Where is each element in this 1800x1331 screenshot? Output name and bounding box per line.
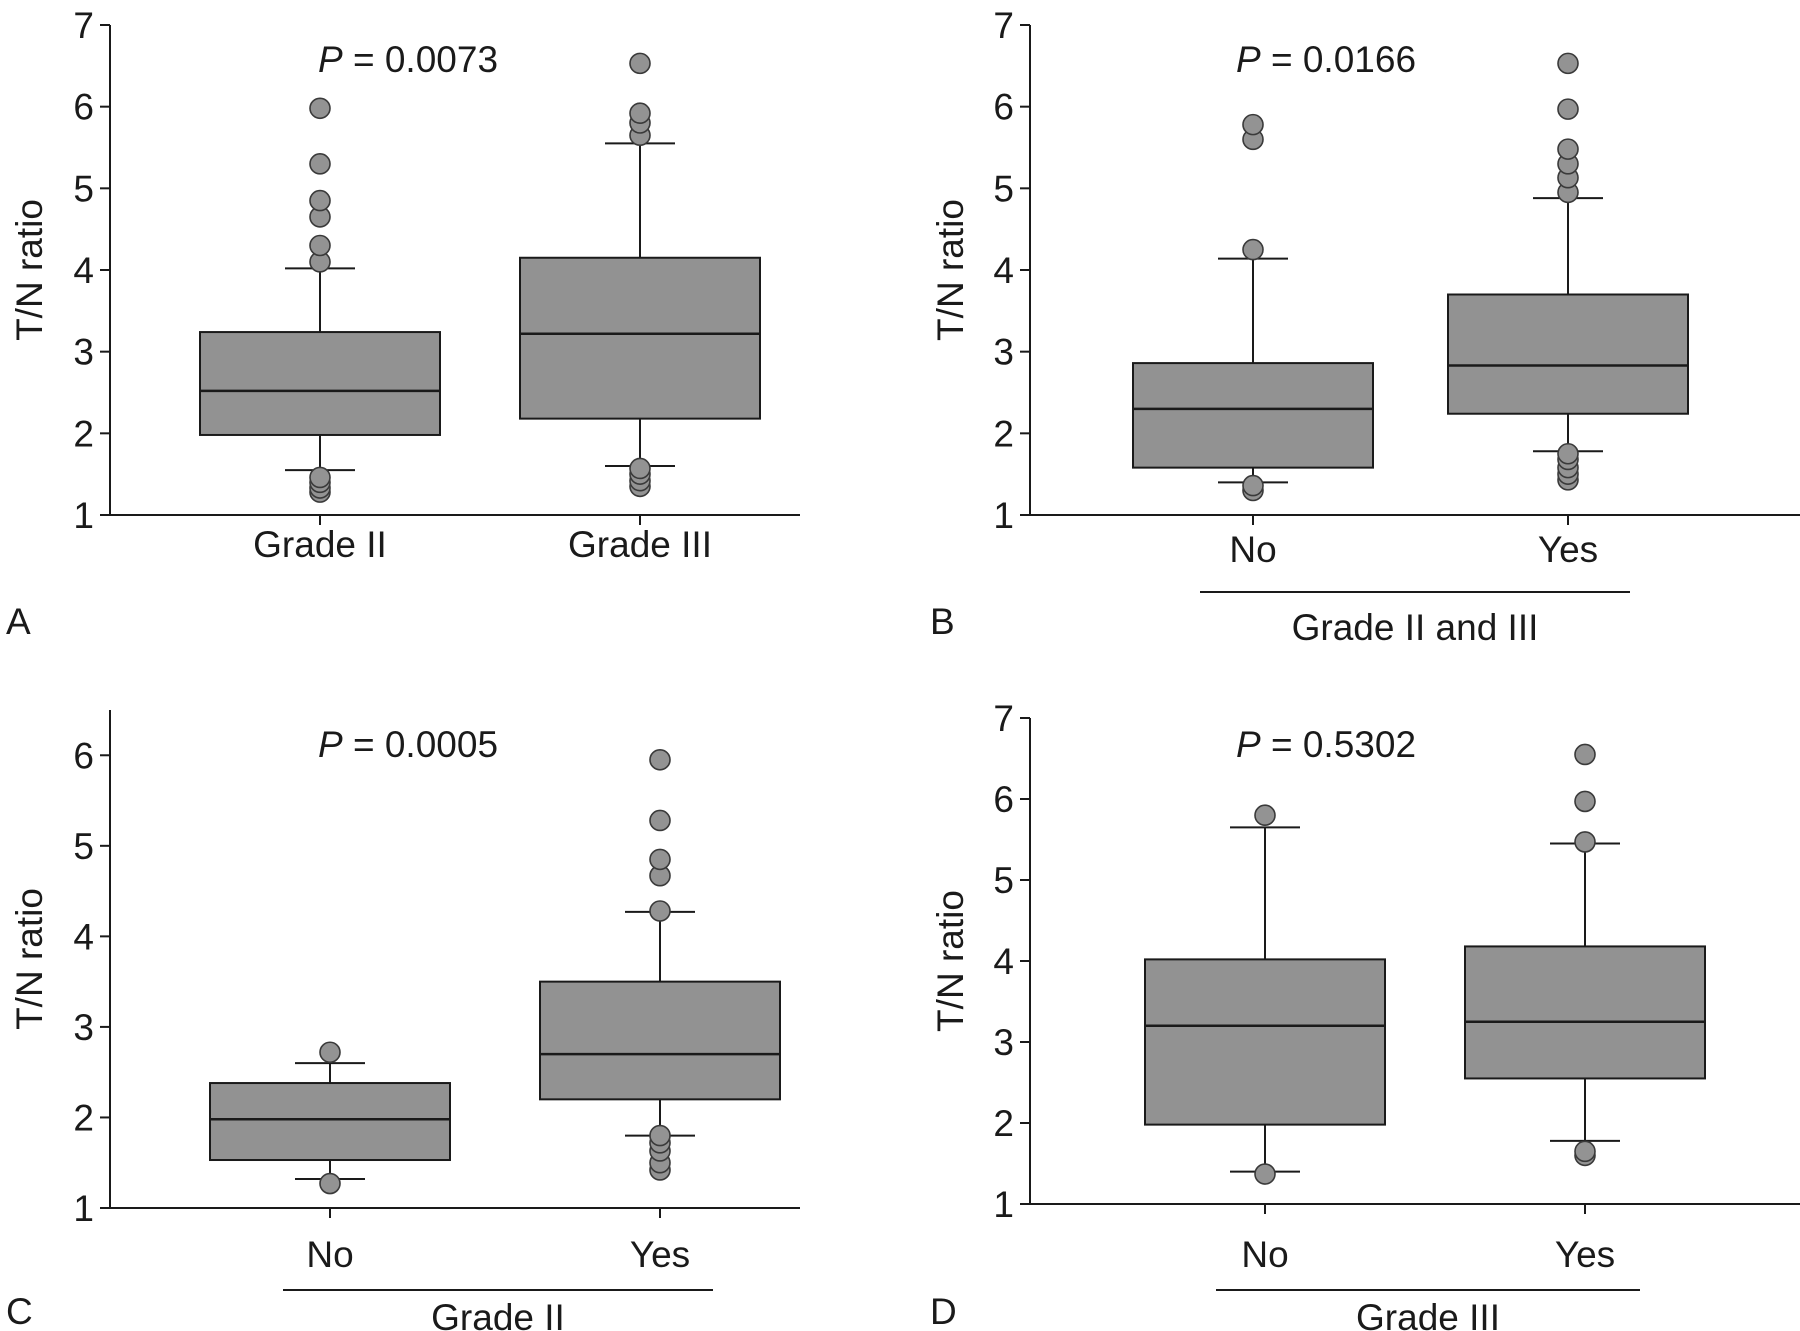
- iqr-box: [1132, 362, 1374, 469]
- box-no: No: [1132, 113, 1374, 570]
- y-tick-label: 1: [993, 495, 1014, 536]
- iqr-box: [1144, 958, 1386, 1126]
- outlier-point: [629, 52, 651, 75]
- y-tick-label: 2: [993, 413, 1014, 454]
- outlier-point: [309, 189, 331, 212]
- y-tick-label: 7: [73, 5, 94, 46]
- y-tick-label: 4: [73, 250, 94, 291]
- y-tick-label: 3: [993, 1022, 1014, 1063]
- outlier-point: [1254, 1163, 1276, 1185]
- panel-c: 1 2 3 4 5 6 T/N ratio P = 0.0005 No Yes Grade II C: [6, 710, 800, 1331]
- outlier-point: [1574, 831, 1596, 853]
- y-tick-label: 1: [73, 495, 94, 536]
- outlier-point: [309, 466, 331, 489]
- y-tick-label: 5: [993, 168, 1014, 209]
- outlier-point: [1574, 743, 1596, 766]
- outlier-point: [1574, 1140, 1596, 1163]
- iqr-box: [1447, 293, 1689, 415]
- outlier-point: [649, 809, 671, 832]
- outlier-point: [1242, 474, 1264, 497]
- y-tick-label: 5: [73, 826, 94, 867]
- y-tick-label: 3: [73, 1007, 94, 1048]
- y-tick-label: 7: [993, 5, 1014, 46]
- p-value-label: P = 0.0166: [1236, 39, 1416, 80]
- group-label: Grade II: [431, 1297, 565, 1331]
- y-tick-label: 5: [993, 860, 1014, 901]
- panel-letter: A: [6, 601, 31, 642]
- y-tick-label: 3: [73, 332, 94, 373]
- category-label: No: [1229, 529, 1276, 570]
- y-tick-label: 7: [993, 698, 1014, 739]
- box-no: No: [209, 1041, 451, 1275]
- outlier-point: [309, 234, 331, 257]
- outlier-point: [319, 1041, 341, 1064]
- outlier-point: [1557, 98, 1579, 120]
- y-tick-label: 1: [73, 1188, 94, 1229]
- category-label: No: [306, 1234, 353, 1275]
- outlier-point: [649, 900, 671, 922]
- y-axis-label: T/N ratio: [9, 199, 50, 341]
- outlier-point: [649, 748, 671, 771]
- category-label: No: [1241, 1234, 1288, 1275]
- panel-letter: D: [930, 1291, 957, 1331]
- group-label: Grade II and III: [1292, 607, 1539, 648]
- y-tick-label: 5: [73, 168, 94, 209]
- y-tick-label: 2: [993, 1103, 1014, 1144]
- outlier-point: [1574, 790, 1596, 813]
- group-label: Grade III: [1356, 1297, 1500, 1331]
- box-yes: Yes: [1464, 743, 1706, 1275]
- iqr-box: [519, 256, 761, 420]
- outlier-point: [1557, 442, 1579, 465]
- outlier-point: [629, 457, 651, 480]
- p-value-label: P = 0.0005: [318, 724, 498, 765]
- panel-d: 1 2 3 4 5 6 7 T/N ratio P = 0.5302 No Yes Grade III…: [930, 698, 1800, 1331]
- iqr-box: [209, 1082, 451, 1162]
- y-tick-label: 4: [993, 250, 1014, 291]
- y-tick-label: 3: [993, 332, 1014, 373]
- y-tick-label: 2: [73, 413, 94, 454]
- y-tick-label: 6: [993, 87, 1014, 128]
- iqr-box: [199, 331, 441, 436]
- iqr-box: [1464, 945, 1706, 1080]
- box-yes: Yes: [539, 748, 781, 1275]
- outlier-point: [1242, 238, 1264, 261]
- outlier-point: [649, 1124, 671, 1147]
- y-tick-label: 6: [73, 735, 94, 776]
- outlier-point: [1557, 138, 1579, 160]
- panel-a: 1 2 3 4 5 6 7 T/N ratio P = 0.0073 Grade II Grade …: [6, 5, 800, 642]
- category-label: Yes: [1555, 1234, 1615, 1275]
- outlier-point: [1557, 52, 1579, 75]
- box-no: No: [1144, 804, 1386, 1275]
- category-label: Grade II: [253, 524, 387, 565]
- box-grade-ii: Grade II: [199, 97, 441, 565]
- outlier-point: [649, 848, 671, 871]
- category-label: Yes: [1538, 529, 1598, 570]
- panel-letter: C: [6, 1291, 33, 1331]
- y-tick-label: 2: [73, 1097, 94, 1138]
- iqr-box: [539, 980, 781, 1101]
- y-tick-label: 4: [993, 941, 1014, 982]
- category-label: Yes: [630, 1234, 690, 1275]
- outlier-point: [309, 153, 331, 175]
- panel-letter: B: [930, 601, 955, 642]
- box-grade-iii: Grade III: [519, 52, 761, 565]
- y-tick-label: 4: [73, 916, 94, 957]
- outlier-point: [309, 97, 331, 120]
- y-axis-label: T/N ratio: [9, 888, 50, 1030]
- outlier-point: [1254, 804, 1276, 827]
- panel-b: 1 2 3 4 5 6 7 T/N ratio P = 0.0166 No Yes Grade II …: [930, 5, 1800, 648]
- outlier-point: [1242, 113, 1264, 136]
- category-label: Grade III: [568, 524, 712, 565]
- p-value-label: P = 0.0073: [318, 39, 498, 80]
- outlier-point: [629, 102, 651, 124]
- y-tick-label: 6: [993, 779, 1014, 820]
- y-tick-label: 6: [73, 87, 94, 128]
- y-tick-label: 1: [993, 1184, 1014, 1225]
- outlier-point: [319, 1172, 341, 1195]
- p-value-label: P = 0.5302: [1236, 724, 1416, 765]
- y-axis-label: T/N ratio: [930, 199, 971, 341]
- y-axis-label: T/N ratio: [930, 890, 971, 1032]
- box-yes: Yes: [1447, 52, 1689, 570]
